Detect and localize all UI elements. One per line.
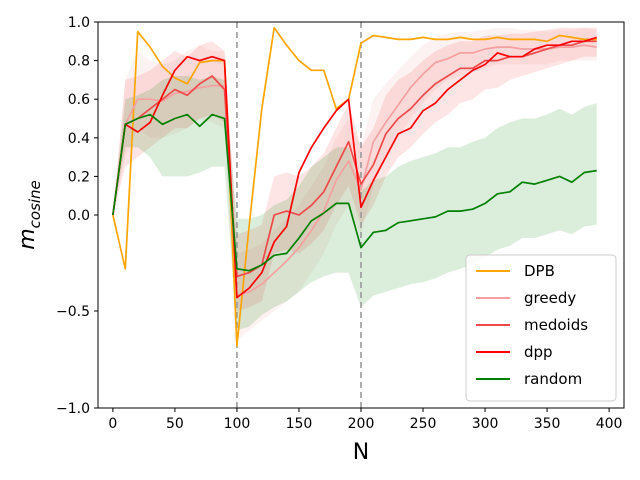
legend-label-dpp: dpp [524,343,553,361]
x-tick-label: 200 [348,416,375,432]
legend-box [465,254,617,402]
y-axis-label-main: m [15,228,40,249]
series-lines [112,26,597,347]
y-tick-label: −0.5 [56,304,90,320]
x-axis-label: N [353,440,369,465]
legend: DPB greedy medoids dpp random [465,254,617,402]
y-tick-label: 0.4 [68,131,90,147]
y-axis-ticks: −1.0 −0.5 0.0 0.2 0.4 0.6 0.8 1.0 [56,15,98,417]
x-tick-label: 250 [410,416,437,432]
y-tick-label: 0.8 [68,54,90,70]
line-DPB [112,26,597,347]
y-tick-label: 0.2 [68,169,90,185]
y-axis-label-subscript: cosine [26,180,44,228]
y-tick-label: 0.6 [68,92,90,108]
x-tick-label: 100 [224,416,251,432]
x-axis-ticks: 0 50 100 150 200 250 300 350 400 [108,408,622,432]
line-random [112,113,597,272]
y-tick-label: 1.0 [68,15,90,31]
line-dpp [112,36,597,299]
x-tick-label: 50 [166,416,184,432]
y-axis-label: mcosine [15,180,44,250]
x-tick-label: 300 [472,416,499,432]
legend-label-DPB: DPB [524,262,555,280]
x-tick-label: 400 [596,416,623,432]
y-tick-label: 0.0 [68,208,90,224]
x-tick-label: 150 [286,416,313,432]
legend-label-random: random [524,370,582,388]
x-tick-label: 0 [108,416,117,432]
legend-label-greedy: greedy [524,289,576,307]
legend-label-medoids: medoids [524,316,588,334]
x-tick-label: 350 [534,416,561,432]
y-tick-label: −1.0 [56,401,90,417]
